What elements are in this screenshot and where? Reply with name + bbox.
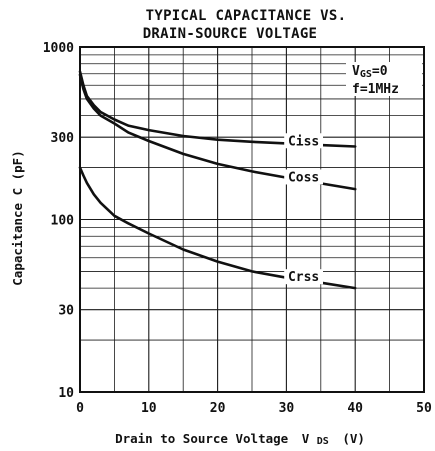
y-tick-label: 100 xyxy=(51,214,75,229)
x-axis-label-unit: (V) xyxy=(342,431,365,446)
series-line-ciss xyxy=(78,70,357,148)
x-axis-label-symbol: V xyxy=(302,431,310,446)
x-tick-label: 10 xyxy=(141,401,157,416)
chart-annotations: Ciss Coss Crss VGS=0 f=1MHz xyxy=(284,62,422,285)
x-tick-label: 50 xyxy=(416,401,432,416)
chart-title-line-2: DRAIN-SOURCE VOLTAGE xyxy=(143,26,318,42)
x-tick-label: 30 xyxy=(279,401,295,416)
y-tick-label: 10 xyxy=(58,386,74,401)
y-tick-label: 300 xyxy=(51,131,75,146)
y-axis-label: Capacitance C (pF) xyxy=(10,150,25,285)
chart-title-line-1: TYPICAL CAPACITANCE VS. xyxy=(146,8,347,24)
chart-series xyxy=(78,70,357,290)
series-label-coss: Coss xyxy=(288,170,319,185)
y-tick-label: 1000 xyxy=(43,41,74,56)
series-line-coss xyxy=(78,73,357,191)
series-label-bg xyxy=(284,269,323,285)
series-label-bg xyxy=(284,169,323,185)
y-tick-label: 30 xyxy=(58,304,74,319)
x-axis-label-text: Drain to Source Voltage xyxy=(115,431,289,446)
annotation-vgs-symbol: V xyxy=(352,64,360,79)
annotation-vgs: VGS=0 xyxy=(352,64,388,80)
x-tick-label: 40 xyxy=(347,401,363,416)
annotation-vgs-subscript: GS xyxy=(360,69,372,80)
series-label-bg xyxy=(284,133,323,149)
x-axis-label: Drain to Source Voltage V DS (V) xyxy=(115,431,365,447)
conditions-box-bg xyxy=(346,62,422,96)
x-tick-label: 0 xyxy=(76,401,84,416)
series-line-crss xyxy=(78,166,357,290)
series-label-crss: Crss xyxy=(288,270,319,285)
plot-frame xyxy=(79,46,425,393)
chart-grid xyxy=(79,47,425,393)
x-axis-label-subscript: DS xyxy=(317,436,329,447)
chart-frame xyxy=(79,46,425,393)
annotation-vgs-value: =0 xyxy=(372,64,388,79)
annotation-frequency: f=1MHz xyxy=(352,82,399,97)
series-label-ciss: Ciss xyxy=(288,134,319,149)
x-tick-label: 20 xyxy=(210,401,226,416)
